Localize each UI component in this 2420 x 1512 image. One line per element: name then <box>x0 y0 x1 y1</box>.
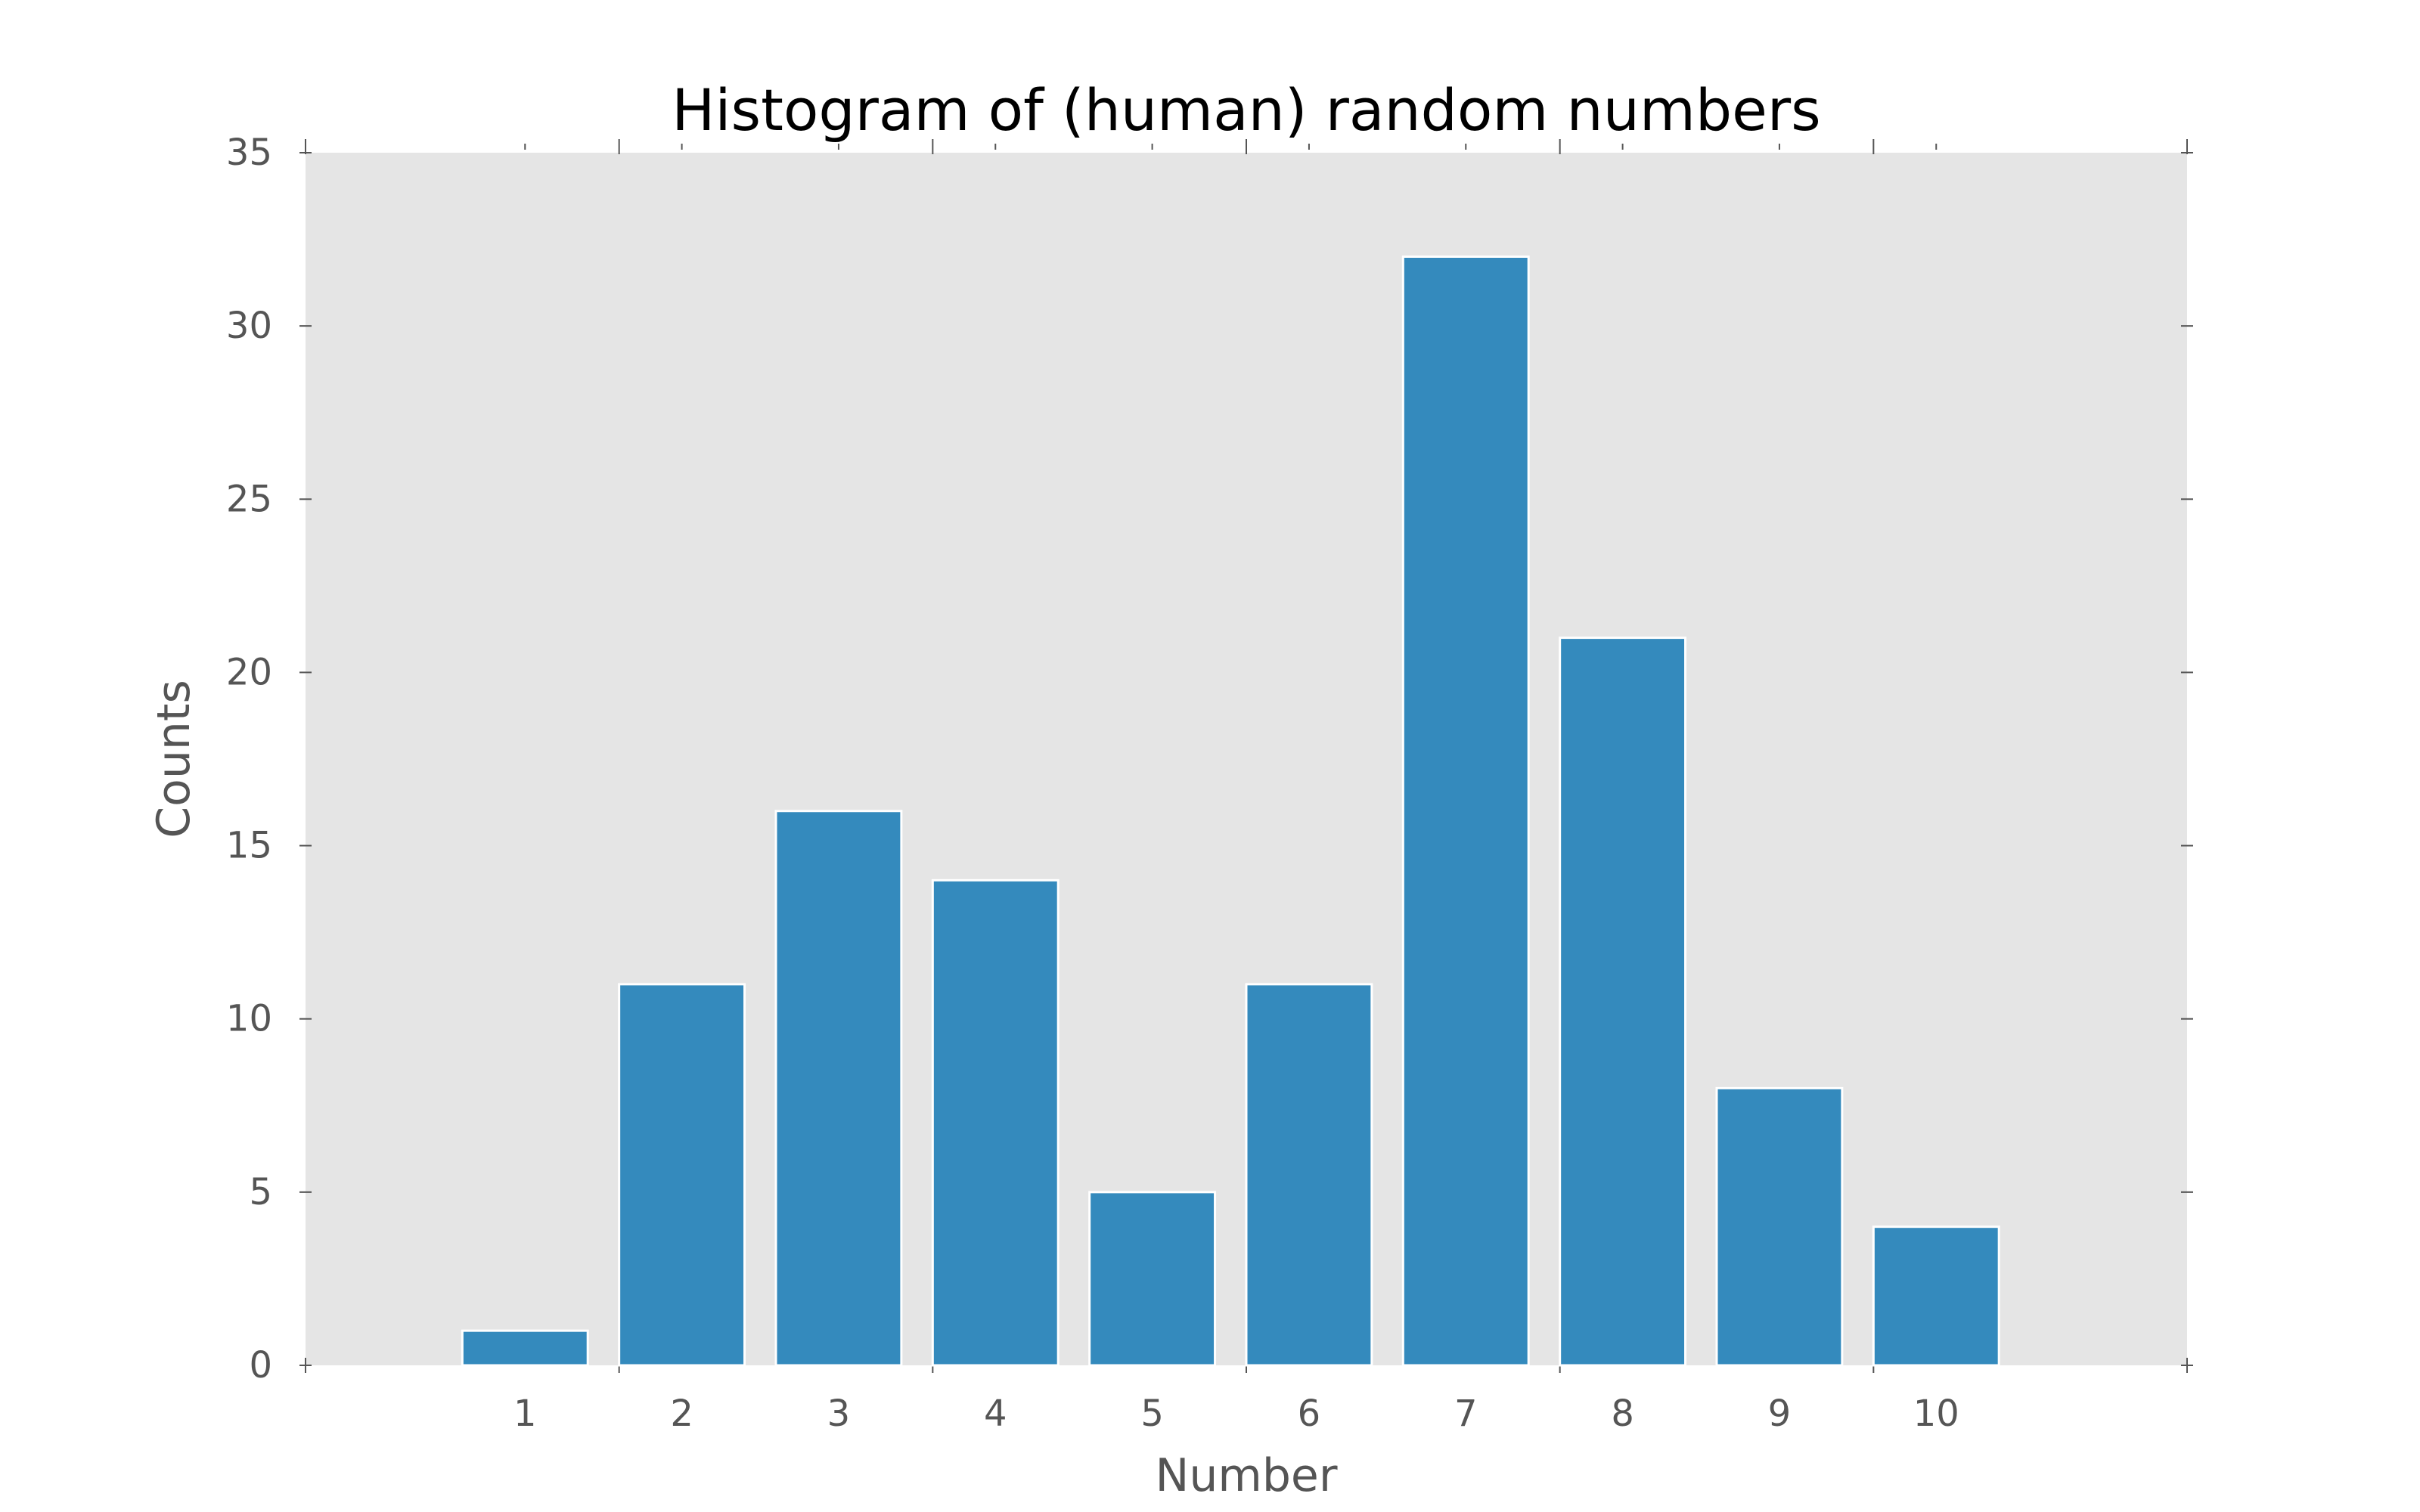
x-tick-label-7: 7 <box>1454 1393 1478 1435</box>
bars <box>461 255 2000 1367</box>
y-tick-label-10: 10 <box>226 998 272 1040</box>
y-tick-label-20: 20 <box>226 651 272 693</box>
x-tick-label-8: 8 <box>1611 1393 1634 1435</box>
x-tick-label-6: 6 <box>1298 1393 1321 1435</box>
x-tick-label-2: 2 <box>670 1393 693 1435</box>
x-tick-label-10: 10 <box>1913 1393 1959 1435</box>
bar-3 <box>774 810 903 1367</box>
y-tick-label-30: 30 <box>226 305 272 347</box>
x-tick-label-5: 5 <box>1140 1393 1164 1435</box>
x-tick-label-3: 3 <box>827 1393 851 1435</box>
bar-9 <box>1715 1086 1844 1367</box>
bar-1 <box>461 1329 589 1367</box>
bar-8 <box>1559 637 1687 1367</box>
y-tick-label-15: 15 <box>226 825 272 867</box>
y-tick-label-25: 25 <box>226 478 272 520</box>
y-tick-label-5: 5 <box>249 1171 272 1213</box>
y-axis-label: Counts <box>147 680 200 838</box>
chart-title: Histogram of (human) random numbers <box>672 76 1821 144</box>
bar-2 <box>618 983 746 1367</box>
y-tick-labels: 0 5 10 15 20 25 30 35 <box>226 132 272 1387</box>
x-tick-labels: 1 2 3 4 5 6 7 8 9 10 <box>513 1393 1959 1435</box>
bar-5 <box>1088 1191 1217 1367</box>
bar-7 <box>1401 255 1530 1367</box>
bar-10 <box>1872 1225 2000 1367</box>
x-tick-label-4: 4 <box>984 1393 1007 1435</box>
y-tick-label-35: 35 <box>226 132 272 174</box>
y-tick-label-0: 0 <box>249 1344 272 1387</box>
axis-ticks <box>299 139 2193 1373</box>
bar-6 <box>1245 983 1373 1367</box>
x-tick-label-9: 9 <box>1768 1393 1792 1435</box>
bar-4 <box>931 878 1060 1367</box>
x-tick-label-1: 1 <box>513 1393 537 1435</box>
x-axis-label: Number <box>1155 1449 1337 1502</box>
